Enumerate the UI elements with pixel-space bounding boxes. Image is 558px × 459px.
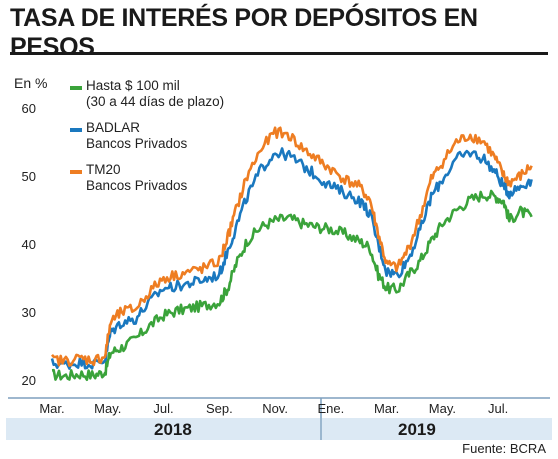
legend-item-tm20: TM20 Bancos Privados: [70, 162, 224, 194]
legend-swatch-green: [70, 86, 82, 90]
series-line-2: [51, 126, 533, 367]
source-note: Fuente: BCRA: [462, 441, 546, 456]
legend-item-badlar: BADLAR Bancos Privados: [70, 120, 224, 152]
legend-label-tm20: TM20: [86, 162, 121, 177]
x-tick-label-0: Mar.: [39, 401, 64, 416]
legend-sublabel-badlar: Bancos Privados: [86, 136, 188, 151]
legend-swatch-blue: [70, 128, 82, 132]
y-tick-label-50: 50: [22, 169, 36, 184]
x-tick-label-7: May.: [429, 401, 456, 416]
chart-title: TASA DE INTERÉS POR DEPÓSITOS EN PESOS: [10, 4, 478, 61]
x-tick-label-1: May.: [94, 401, 121, 416]
title-rule: [10, 52, 548, 55]
legend-swatch-orange: [70, 170, 82, 174]
x-tick-label-4: Nov.: [262, 401, 288, 416]
year-band: [6, 418, 552, 440]
x-tick-label-5: Ene.: [317, 401, 344, 416]
legend-sublabel-plazo: (30 a 44 días de plazo): [86, 94, 225, 109]
x-tick-label-3: Sep.: [206, 401, 233, 416]
legend-label-badlar: BADLAR: [86, 120, 141, 135]
y-tick-label-40: 40: [22, 237, 36, 252]
legend: Hasta $ 100 mil (30 a 44 días de plazo) …: [70, 78, 225, 198]
x-tick-label-2: Jul.: [153, 401, 173, 416]
legend-label-hasta-100-mil: Hasta $ 100 mil: [86, 78, 180, 93]
year-label-2018: 2018: [154, 420, 192, 439]
x-tick-label-6: Mar.: [374, 401, 399, 416]
y-tick-label-20: 20: [22, 373, 36, 388]
year-divider: [320, 398, 322, 440]
series-line-0: [51, 189, 533, 381]
series-line-1: [50, 147, 533, 370]
x-tick-label-8: Jul.: [488, 401, 508, 416]
y-tick-label-60: 60: [22, 101, 36, 116]
legend-sublabel-tm20: Bancos Privados: [86, 178, 188, 193]
y-axis-unit-label: En %: [14, 75, 47, 91]
year-label-2019: 2019: [398, 420, 436, 439]
legend-item-hasta-100-mil: Hasta $ 100 mil (30 a 44 días de plazo): [70, 78, 225, 110]
y-tick-label-30: 30: [22, 305, 36, 320]
